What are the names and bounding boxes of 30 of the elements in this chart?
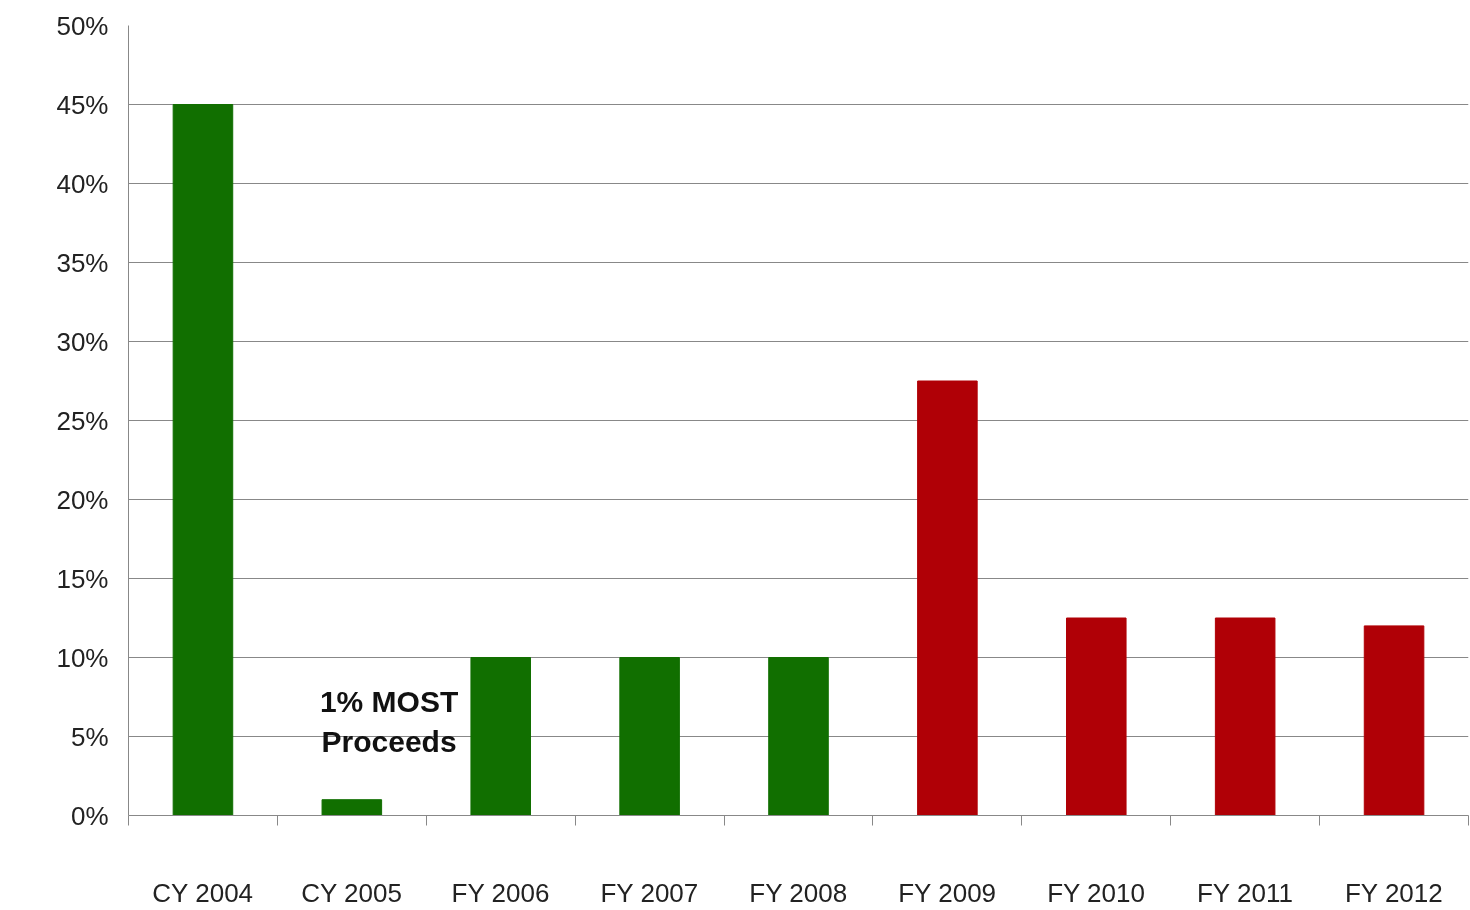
y-tick-label: 15% xyxy=(56,563,109,594)
y-tick-label: 30% xyxy=(56,326,109,357)
bar xyxy=(1363,625,1425,816)
y-tick-label: 5% xyxy=(70,721,109,752)
x-tick-label: FY 2007 xyxy=(600,877,699,908)
x-tick-label: FY 2010 xyxy=(1047,877,1145,908)
bar xyxy=(172,104,234,816)
bar xyxy=(619,657,680,816)
x-tick-label: CY 2004 xyxy=(152,877,254,908)
x-tick-label: FY 2006 xyxy=(451,877,550,908)
bar xyxy=(470,657,531,816)
bar xyxy=(321,799,383,816)
y-tick-label: 10% xyxy=(56,642,109,673)
x-tick-label: FY 2011 xyxy=(1196,877,1293,908)
bar xyxy=(1066,617,1127,816)
y-tick-label: 40% xyxy=(56,168,109,199)
y-tick-label: 0% xyxy=(70,800,109,831)
y-tick-label: 35% xyxy=(56,247,109,278)
bar xyxy=(768,657,829,816)
y-tick-label: 45% xyxy=(56,89,109,120)
bar xyxy=(917,380,978,816)
y-tick-label: 50% xyxy=(56,10,109,41)
bar xyxy=(1214,617,1276,816)
y-tick-label: 25% xyxy=(56,405,109,436)
annotation: 1% MOST Proceeds xyxy=(319,685,459,758)
x-tick-label: FY 2008 xyxy=(749,877,848,908)
x-tick-label: CY 2005 xyxy=(301,877,402,908)
x-tick-label: FY 2009 xyxy=(898,877,997,908)
y-tick-label: 20% xyxy=(56,484,109,515)
x-tick-label: FY 2012 xyxy=(1344,877,1443,908)
